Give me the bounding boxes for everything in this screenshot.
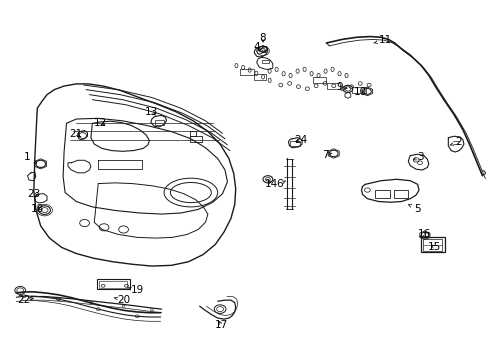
Bar — [312, 77, 326, 83]
Text: 14: 14 — [264, 179, 277, 189]
Bar — [374, 190, 389, 198]
Text: 13: 13 — [145, 107, 158, 117]
Bar — [351, 87, 366, 93]
Text: 19: 19 — [127, 285, 143, 296]
Text: 10: 10 — [353, 87, 366, 97]
Text: 15: 15 — [427, 242, 440, 252]
Text: 6: 6 — [276, 179, 285, 189]
Text: 8: 8 — [259, 33, 266, 43]
Bar — [155, 120, 163, 125]
Text: 20: 20 — [114, 295, 130, 305]
Text: 1: 1 — [24, 152, 37, 163]
Bar — [97, 279, 130, 289]
Text: 7: 7 — [321, 150, 331, 160]
Bar — [99, 281, 127, 288]
Text: 22: 22 — [18, 295, 34, 305]
Bar — [290, 140, 300, 146]
Text: 16: 16 — [416, 229, 430, 239]
Text: 18: 18 — [31, 204, 44, 214]
Text: 9: 9 — [336, 82, 346, 92]
Bar — [261, 60, 269, 63]
Text: 24: 24 — [293, 135, 306, 145]
Text: 11: 11 — [373, 35, 392, 45]
Text: 23: 23 — [27, 189, 41, 199]
Bar — [393, 190, 407, 198]
Text: 4: 4 — [253, 42, 265, 52]
Text: 3: 3 — [413, 152, 423, 162]
Text: 2: 2 — [449, 138, 462, 147]
Text: 17: 17 — [214, 320, 227, 330]
Bar — [420, 237, 445, 252]
Bar — [254, 74, 266, 80]
Bar — [327, 83, 339, 89]
Bar — [239, 69, 254, 75]
Bar — [422, 239, 442, 251]
Text: 12: 12 — [94, 118, 107, 128]
Text: 5: 5 — [408, 204, 420, 214]
Text: 21: 21 — [69, 129, 83, 139]
